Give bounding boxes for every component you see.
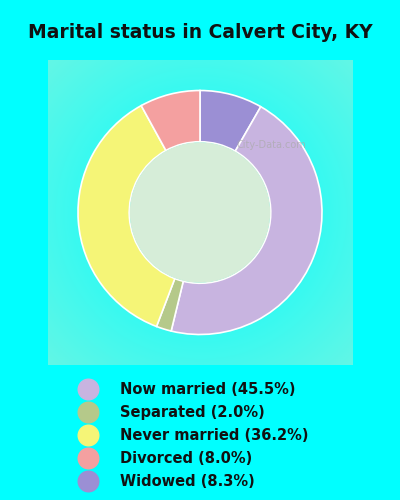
Text: Marital status in Calvert City, KY: Marital status in Calvert City, KY: [28, 24, 372, 42]
Text: Now married (45.5%): Now married (45.5%): [120, 382, 296, 397]
Wedge shape: [78, 106, 175, 326]
Point: [85, 408, 91, 416]
Point: [85, 386, 91, 394]
Text: Divorced (8.0%): Divorced (8.0%): [120, 450, 252, 466]
Text: Widowed (8.3%): Widowed (8.3%): [120, 474, 255, 488]
Wedge shape: [171, 106, 322, 334]
Point: [85, 431, 91, 439]
Text: Separated (2.0%): Separated (2.0%): [120, 405, 265, 420]
Point: [85, 454, 91, 462]
Wedge shape: [156, 278, 183, 331]
Wedge shape: [200, 90, 261, 151]
Point: [85, 477, 91, 485]
Circle shape: [130, 143, 270, 282]
Wedge shape: [141, 90, 200, 150]
Text: Never married (36.2%): Never married (36.2%): [120, 428, 308, 442]
Text: City-Data.com: City-Data.com: [237, 140, 306, 150]
